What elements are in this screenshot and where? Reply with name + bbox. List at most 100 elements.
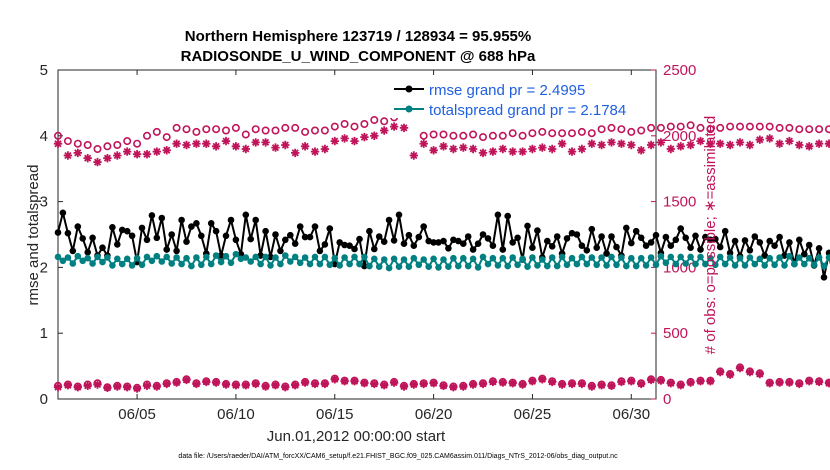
data-point [356,235,363,243]
data-point [123,255,131,263]
data-point [59,209,67,217]
data-point [544,262,551,270]
data-point [114,241,121,248]
data-point [524,222,531,230]
data-point [445,245,452,252]
data-point [583,247,591,254]
data-point [366,262,373,270]
data-point [796,236,803,244]
data-point [741,262,749,269]
data-point [420,256,428,263]
obs-possible-marker [281,123,290,132]
obs-possible-marker [370,116,379,125]
series-2 [53,96,830,154]
data-point [504,212,512,220]
data-point [198,261,205,269]
data-point [227,216,235,224]
data-point [296,259,304,267]
data-point [163,246,170,253]
data-point [390,255,398,263]
data-point [578,242,586,249]
data-point [781,262,788,269]
data-point [652,231,660,239]
obs-assimilated-marker [389,378,399,387]
obs-assimilated-marker [360,379,369,388]
data-point [642,262,650,269]
obs-assimilated-marker [538,143,547,152]
obs-assimilated-marker [785,136,794,146]
obs-possible-marker [123,137,132,146]
obs-possible-marker [528,129,537,138]
obs-assimilated-marker [666,379,675,388]
data-point [553,233,561,240]
obs-assimilated-marker [291,381,300,390]
obs-assimilated-marker [123,383,132,392]
data-point [786,239,793,246]
obs-possible-marker [627,127,636,136]
data-point [74,223,82,230]
data-point [331,254,339,262]
data-point [242,254,250,261]
obs-assimilated-marker [93,380,102,389]
data-point [815,254,823,261]
obs-assimilated-marker [103,383,112,392]
data-point [716,243,724,251]
data-point [291,253,299,261]
data-point [608,253,615,261]
data-point [410,242,418,249]
data-point [277,247,284,255]
data-point [371,255,378,263]
obs-assimilated-marker [646,140,656,150]
data-point [138,261,146,269]
obs-assimilated-marker [627,140,636,150]
data-point [756,255,764,263]
obs-assimilated-marker [221,136,231,146]
data-point [455,237,462,245]
obs-possible-marker [449,131,458,140]
obs-possible-marker [508,129,517,138]
data-point [237,250,245,258]
data-point [54,229,62,236]
data-point [548,243,556,250]
data-point [588,225,596,233]
data-point [553,262,561,270]
obs-assimilated-marker [439,381,448,390]
data-point [272,231,279,238]
obs-assimilated-marker [340,134,349,143]
data-point [321,253,329,261]
obs-assimilated-marker [449,383,458,392]
data-point [59,257,67,265]
data-point [133,254,141,262]
obs-assimilated-marker [735,363,745,373]
obs-assimilated-marker [548,377,557,387]
obs-assimilated-marker [716,367,725,377]
data-point [247,235,254,243]
data-point [173,247,180,255]
data-point [425,263,433,271]
data-point [756,239,764,246]
data-point [613,261,620,269]
data-point [356,260,363,268]
data-point [148,257,156,265]
data-point [193,220,200,227]
data-point [593,244,600,251]
data-point [306,233,314,241]
obs-possible-marker [103,142,112,151]
legend-rmse-label: rmse grand pr = 2.4995 [429,82,585,99]
data-point [746,254,754,261]
data-point [371,245,378,253]
obs-assimilated-marker [281,140,290,150]
obs-assimilated-marker [567,147,577,156]
obs-possible-marker [231,123,240,132]
data-point [751,233,759,240]
obs-possible-marker [182,125,191,134]
obs-assimilated-marker [192,379,201,389]
data-point [183,238,190,245]
data-point [287,258,294,265]
data-point [291,240,299,247]
obs-assimilated-marker [577,144,587,154]
data-point [736,254,744,262]
data-point [282,252,289,259]
